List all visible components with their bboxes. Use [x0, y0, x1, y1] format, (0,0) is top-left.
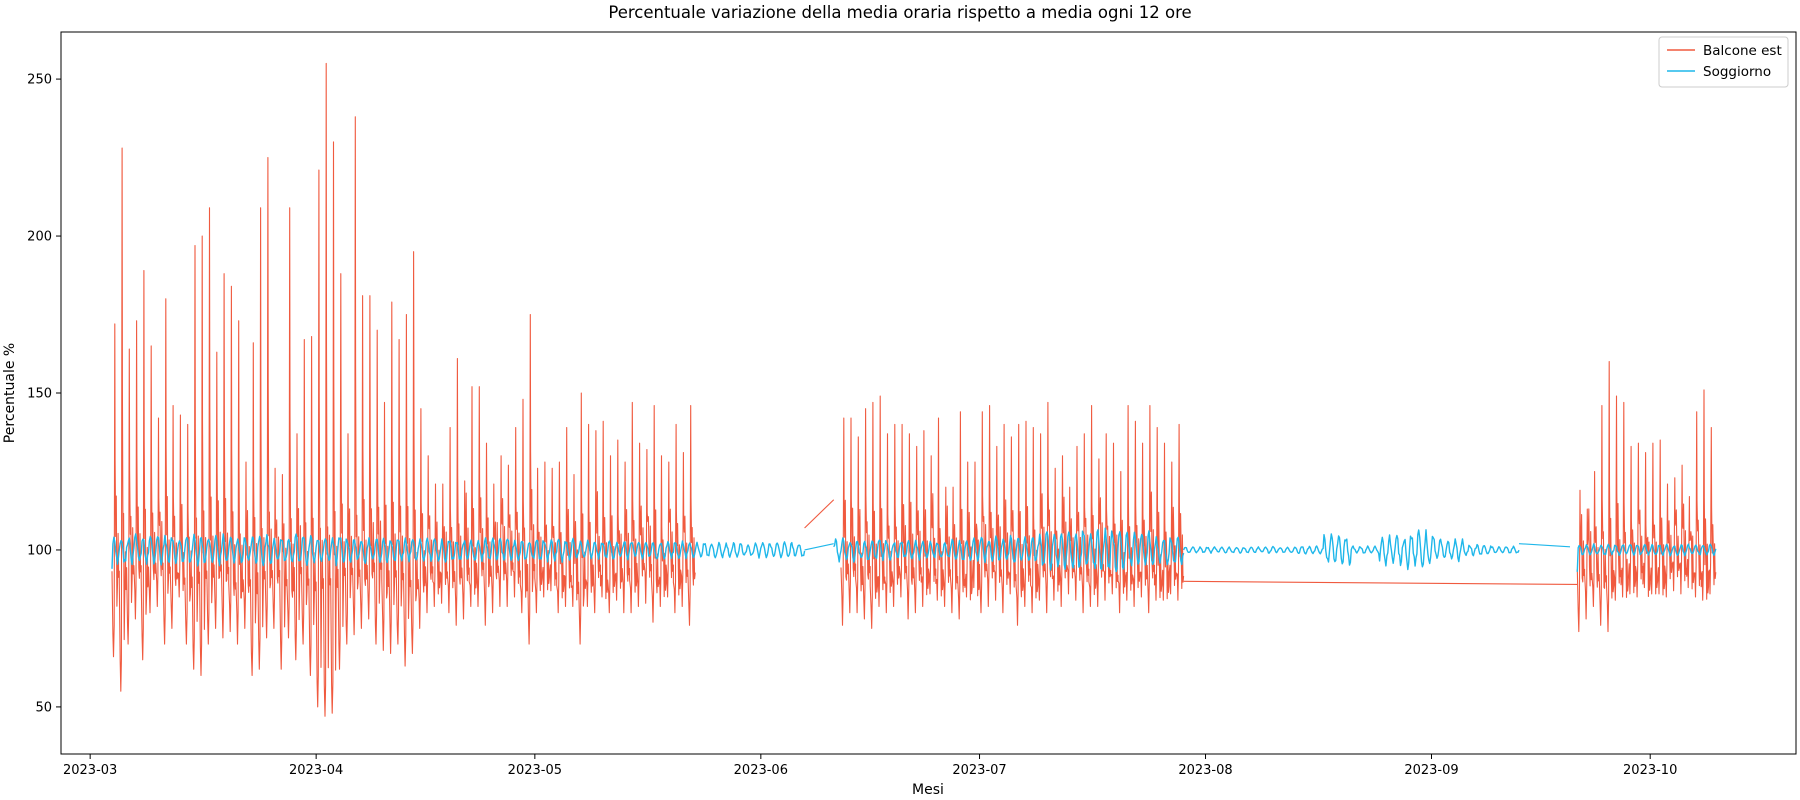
x-tick-label: 2023-06 [734, 763, 788, 778]
x-tick-label: 2023-08 [1178, 763, 1232, 778]
series-gap-connector [804, 543, 834, 551]
series-gap-connector [1183, 580, 1578, 586]
series-line-segment [833, 527, 1185, 573]
series-gap-connector [1518, 543, 1571, 548]
series-gap-connector [804, 499, 835, 529]
y-tick-label: 250 [27, 73, 52, 88]
x-tick-label: 2023-05 [508, 763, 562, 778]
y-tick-label: 100 [27, 543, 52, 558]
y-tick-label: 200 [27, 230, 52, 245]
legend-label-soggiorno: Soggiorno [1703, 64, 1771, 80]
series-soggiorno [111, 527, 1717, 573]
series-line-segment [111, 533, 806, 569]
series-line-segment [1576, 543, 1717, 572]
x-tick-label: 2023-09 [1404, 763, 1458, 778]
x-tick-label: 2023-10 [1623, 763, 1677, 778]
series-line-segment [111, 62, 696, 717]
legend: Balcone est Soggiorno [1658, 36, 1789, 88]
series-line-segment [840, 395, 1185, 629]
x-axis-label: Mesi [912, 782, 944, 798]
x-tick-label: 2023-07 [952, 763, 1006, 778]
x-tick-label: 2023-03 [63, 763, 117, 778]
series-layer [111, 62, 1717, 717]
series-balcone-est [111, 62, 1717, 717]
y-tick-label: 50 [35, 700, 52, 715]
y-axis: 50 100 150 200 250 [27, 73, 61, 715]
y-axis-label: Percentuale % [2, 343, 18, 443]
x-tick-label: 2023-04 [289, 763, 343, 778]
series-line-segment [1182, 529, 1520, 571]
x-axis: 2023-03 2023-04 2023-05 2023-06 2023-07 2023-… [63, 754, 1677, 778]
legend-label-balcone-est: Balcone est [1703, 43, 1782, 59]
chart-title: Percentuale variazione della media orari… [608, 3, 1191, 22]
series-line-segment [1576, 361, 1717, 633]
y-tick-label: 150 [27, 387, 52, 402]
